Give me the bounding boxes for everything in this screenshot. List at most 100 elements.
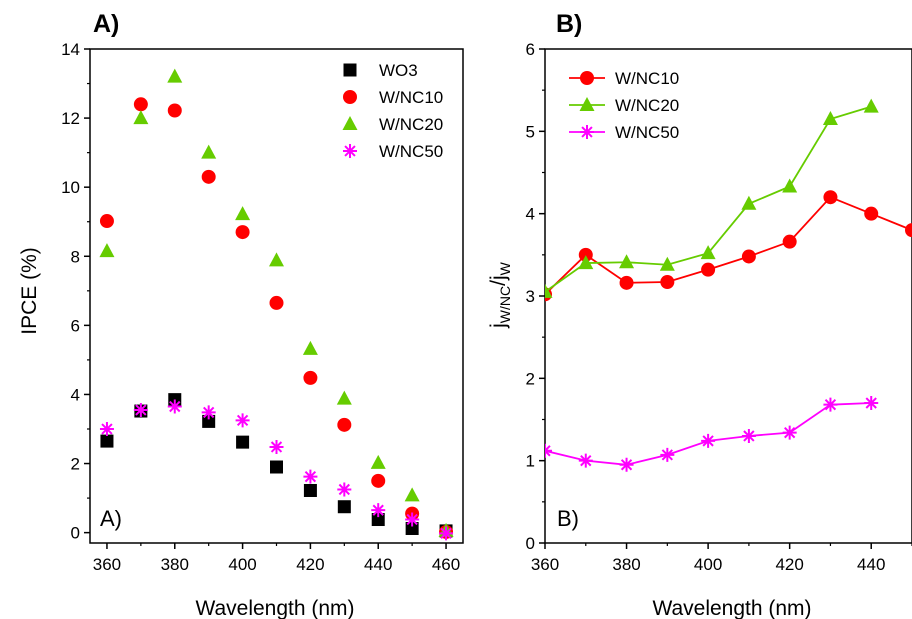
y-tick-label-2: 2	[71, 455, 80, 474]
panel-b-x-axis-label: Wavelength (nm)	[652, 597, 811, 619]
data-point-w-nc20-380	[167, 68, 183, 83]
data-point-w-nc50-360	[99, 422, 114, 436]
x-tick-label-360: 360	[531, 555, 559, 574]
legend-label-w-nc50: W/NC50	[615, 123, 679, 142]
y-tick-label-5: 5	[526, 122, 535, 141]
data-point-w-nc10-360	[99, 214, 114, 229]
panel-a: A) IPCE (%) Wavelength (nm) A) 360 380 400…	[18, 10, 464, 619]
data-point-w-nc20-400	[235, 206, 251, 221]
data-point-w-nc50-410	[741, 428, 756, 443]
data-point-w-nc50-390	[660, 447, 675, 462]
y-tick-label-14: 14	[61, 40, 80, 59]
legend-marker-w-nc20	[342, 116, 358, 130]
legend-marker-w-nc50	[580, 125, 594, 139]
data-point-w-nc20-370	[133, 110, 149, 125]
data-point-wo3-430	[337, 500, 351, 514]
x-tick-label-380: 380	[612, 555, 640, 574]
x-tick-label-440: 440	[364, 555, 392, 574]
panel-b-y-label-sub2: W	[497, 261, 513, 275]
data-point-w-nc10-370	[133, 97, 148, 112]
y-tick-label-2: 2	[526, 369, 535, 388]
x-tick-label-420: 420	[296, 555, 324, 574]
data-point-w-nc10-390	[660, 275, 675, 290]
legend-marker-w-nc10	[580, 71, 594, 85]
series-line-w-nc10	[545, 196, 912, 295]
data-point-w-nc10-430	[337, 417, 352, 432]
y-tick-label-10: 10	[61, 178, 80, 197]
panel-a-title: A)	[93, 10, 119, 38]
data-point-w-nc10-380	[619, 275, 634, 290]
data-point-w-nc10-410	[741, 249, 756, 264]
data-point-w-nc10-450	[905, 223, 912, 238]
data-point-w-nc20-390	[659, 256, 675, 271]
data-point-w-nc50-440	[864, 396, 879, 411]
data-point-w-nc10-420	[782, 234, 797, 249]
x-tick-label-440: 440	[857, 555, 885, 574]
data-point-w-nc50-370	[133, 403, 148, 417]
y-tick-label-3: 3	[526, 287, 535, 306]
data-point-w-nc10-400	[701, 262, 716, 277]
data-point-w-nc10-390	[201, 169, 216, 184]
x-tick-label-400: 400	[694, 555, 722, 574]
data-point-w-nc20-380	[619, 254, 635, 269]
data-point-w-nc20-410	[269, 252, 284, 267]
data-point-wo3-410	[270, 460, 283, 474]
data-point-w-nc20-360	[545, 283, 553, 298]
legend-label-w-nc10: W/NC10	[615, 69, 679, 88]
data-point-wo3-440	[371, 513, 385, 527]
legend-label-wo3: WO3	[379, 61, 418, 80]
panel-a-y-axis-label: IPCE (%)	[18, 247, 41, 335]
data-point-wo3-420	[303, 483, 317, 497]
panel-b-frame	[544, 48, 912, 544]
legend-label-w-nc10: W/NC10	[379, 88, 443, 107]
y-tick-label-6: 6	[526, 40, 535, 59]
panel-b-y-label-mid: /j	[487, 275, 510, 286]
y-tick-label-8: 8	[71, 247, 80, 266]
data-point-w-nc50-450	[405, 512, 420, 527]
data-point-w-nc50-380	[167, 399, 182, 414]
data-point-w-nc20-420	[302, 340, 318, 355]
x-tick-label-360: 360	[93, 555, 121, 574]
data-point-w-nc50-410	[269, 439, 284, 454]
x-tick-label-380: 380	[161, 555, 189, 574]
data-point-w-nc20-390	[201, 144, 217, 159]
data-point-w-nc10-440	[371, 473, 386, 488]
panel-a-inner-label: A)	[100, 506, 122, 531]
data-point-w-nc50-430	[823, 397, 838, 412]
data-point-w-nc50-380	[619, 457, 634, 472]
data-point-w-nc20-430	[336, 390, 352, 405]
data-point-w-nc50-440	[371, 503, 386, 518]
data-point-w-nc50-420	[782, 425, 797, 440]
data-point-w-nc10-400	[235, 225, 250, 240]
data-point-w-nc10-430	[823, 190, 838, 205]
data-point-w-nc50-400	[701, 433, 716, 448]
data-point-w-nc50-430	[337, 482, 352, 497]
x-tick-label-460: 460	[432, 555, 460, 574]
data-point-wo3-390	[202, 414, 216, 428]
panel-a-data	[99, 68, 454, 541]
legend-marker-wo3	[343, 63, 357, 77]
data-point-w-nc50-400	[235, 413, 250, 428]
legend-marker-w-nc50	[343, 144, 357, 158]
panel-b-y-label-sub1: W/NC	[497, 286, 513, 323]
y-tick-label-12: 12	[61, 109, 80, 128]
legend-marker-w-nc10	[343, 90, 357, 104]
x-tick-label-400: 400	[228, 555, 256, 574]
data-point-w-nc50-390	[201, 405, 216, 420]
panel-b: B) jW/NC/jW Wavelength (nm) B) 360 380 400…	[487, 10, 912, 619]
legend-label-w-nc20: W/NC20	[615, 96, 679, 115]
data-point-wo3-360	[100, 434, 114, 448]
panel-b-inner-label: B)	[557, 506, 579, 531]
panel-b-y-axis-label: jW/NC/jW	[487, 261, 513, 329]
data-point-w-nc20-400	[700, 245, 716, 260]
data-point-w-nc50-460	[439, 526, 454, 541]
data-point-w-nc20-420	[782, 178, 798, 193]
data-point-w-nc20-450	[404, 487, 420, 502]
y-tick-label-4: 4	[71, 385, 80, 404]
y-tick-label-4: 4	[526, 205, 535, 224]
data-point-w-nc10-370	[578, 247, 593, 262]
panel-b-legend: W/NC10 W/NC20 W/NC50	[569, 69, 679, 142]
data-point-w-nc20-360	[99, 243, 115, 258]
data-point-w-nc10-380	[167, 103, 182, 118]
